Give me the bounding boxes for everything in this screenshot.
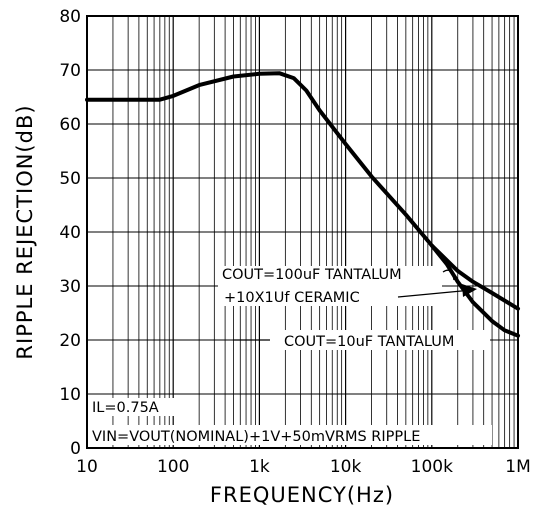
grid xyxy=(87,16,518,448)
series-line-10uf-tantalum xyxy=(429,243,520,338)
label-10uf-background xyxy=(270,330,490,350)
y-tick-label: 70 xyxy=(59,61,81,81)
x-tick-label: 10k xyxy=(330,457,362,477)
note-il-background xyxy=(90,398,178,416)
x-tick-label: 1M xyxy=(505,457,530,477)
label-10uf: COUT=10uF TANTALUM xyxy=(284,334,454,350)
y-tick-label: 60 xyxy=(59,115,81,135)
series-line-100uf-tantalum-ceramic xyxy=(85,71,520,311)
y-tick-label: 20 xyxy=(59,331,81,351)
x-tick-label: 100 xyxy=(157,457,189,477)
arrow-tantalum-connector xyxy=(442,269,455,281)
y-tick-label: 80 xyxy=(59,7,81,27)
label-100uf-line1: COUT=100uF TANTALUM xyxy=(222,267,402,283)
note-vin: VIN=VOUT(NOMINAL)+1V+50mVRMS RIPPLE xyxy=(92,429,420,445)
note-il: IL=0.75A xyxy=(92,400,159,416)
y-tick-label: 40 xyxy=(59,223,81,243)
x-tick-label: 10 xyxy=(76,457,98,477)
x-tick-label: 100k xyxy=(411,457,453,477)
note-vin-background xyxy=(90,425,492,445)
arrow-100uf-head xyxy=(462,284,477,297)
y-axis-title: RIPPLE REJECTION(dB) xyxy=(13,104,37,359)
label-100uf-background xyxy=(218,266,442,306)
arrow-100uf-shaft xyxy=(397,289,473,298)
y-tick-label: 0 xyxy=(70,439,81,459)
series xyxy=(85,71,520,338)
label-100uf-line2: +10X1Uf CERAMIC xyxy=(224,290,360,306)
x-tick-label: 1k xyxy=(249,457,270,477)
y-tick-label: 50 xyxy=(59,169,81,189)
y-tick-label: 10 xyxy=(59,385,81,405)
y-tick-label: 30 xyxy=(59,277,81,297)
plot-frame xyxy=(86,15,519,449)
x-axis-title: FREQUENCY(Hz) xyxy=(210,483,394,507)
